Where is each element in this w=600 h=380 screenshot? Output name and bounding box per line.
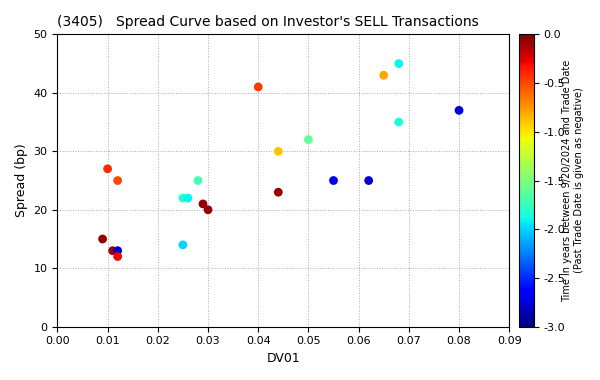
Point	[304, 136, 313, 142]
Point	[203, 207, 213, 213]
X-axis label: DV01: DV01	[266, 352, 300, 365]
Point	[98, 236, 107, 242]
Point	[113, 177, 122, 184]
Point	[178, 195, 188, 201]
Point	[113, 248, 122, 254]
Text: (3405)   Spread Curve based on Investor's SELL Transactions: (3405) Spread Curve based on Investor's …	[58, 15, 479, 29]
Point	[198, 201, 208, 207]
Point	[193, 177, 203, 184]
Point	[394, 119, 404, 125]
Point	[274, 189, 283, 195]
Y-axis label: Spread (bp): Spread (bp)	[15, 144, 28, 217]
Point	[178, 242, 188, 248]
Point	[274, 148, 283, 154]
Point	[103, 166, 112, 172]
Point	[113, 253, 122, 260]
Point	[329, 177, 338, 184]
Point	[364, 177, 373, 184]
Y-axis label: Time in years between 9/20/2024 and Trade Date
(Past Trade Date is given as nega: Time in years between 9/20/2024 and Trad…	[563, 59, 584, 302]
Point	[454, 107, 464, 113]
Point	[183, 195, 193, 201]
Point	[379, 72, 389, 78]
Point	[253, 84, 263, 90]
Point	[394, 60, 404, 66]
Point	[108, 248, 118, 254]
